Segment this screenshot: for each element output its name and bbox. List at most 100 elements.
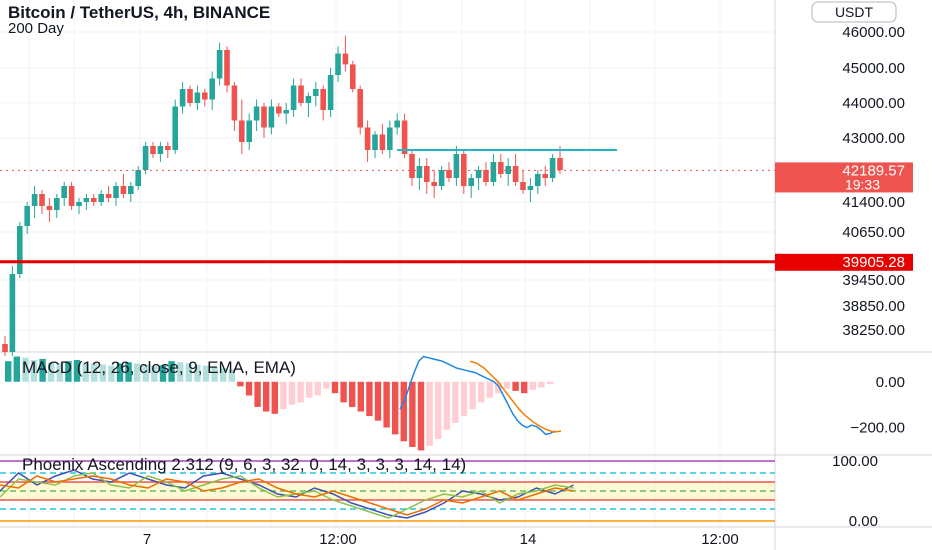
candle[interactable] [276, 103, 282, 117]
candle[interactable] [290, 78, 297, 118]
candle-body [246, 120, 252, 142]
candle[interactable] [372, 131, 378, 158]
candle[interactable] [179, 82, 186, 114]
price-axis-label: 38850.00 [842, 298, 905, 315]
candle[interactable] [54, 194, 60, 218]
candle[interactable] [498, 154, 504, 178]
candle[interactable] [194, 85, 201, 111]
candle[interactable] [46, 198, 53, 222]
candle[interactable] [387, 120, 393, 159]
macd-histogram-bar [495, 381, 502, 394]
candle[interactable] [446, 162, 452, 182]
candle[interactable] [409, 150, 415, 186]
candle-body [179, 89, 186, 107]
candle[interactable] [453, 146, 460, 186]
candle[interactable] [120, 174, 127, 198]
candle[interactable] [246, 113, 252, 151]
candle[interactable] [61, 182, 67, 206]
candle[interactable] [216, 42, 223, 86]
candle[interactable] [535, 170, 541, 194]
candle[interactable] [76, 198, 82, 214]
candle[interactable] [128, 182, 134, 202]
price-pane[interactable] [0, 35, 775, 356]
candle[interactable] [253, 99, 260, 132]
candle[interactable] [157, 142, 164, 162]
candle[interactable] [91, 194, 97, 206]
candle[interactable] [483, 162, 489, 186]
candle[interactable] [24, 202, 30, 234]
candle[interactable] [142, 142, 149, 174]
candle[interactable] [527, 178, 534, 202]
candle[interactable] [431, 170, 437, 198]
candle[interactable] [424, 158, 430, 194]
candle[interactable] [209, 71, 215, 111]
candle[interactable] [268, 99, 275, 135]
currency-badge[interactable]: USDT [811, 1, 897, 23]
candle[interactable] [542, 166, 548, 186]
macd-histogram-bar [357, 381, 364, 412]
macd-histogram-bar [521, 381, 528, 394]
candle[interactable] [202, 89, 208, 107]
macd-histogram-bar [116, 363, 124, 382]
candle[interactable] [364, 120, 371, 163]
candle[interactable] [17, 222, 23, 278]
candle[interactable] [512, 154, 519, 186]
candle[interactable] [98, 190, 104, 206]
candle[interactable] [187, 85, 193, 107]
candle[interactable] [231, 82, 238, 131]
candle[interactable] [379, 124, 386, 154]
candle[interactable] [113, 182, 119, 206]
candle[interactable] [31, 186, 38, 218]
last-price-tag[interactable] [775, 162, 913, 193]
candle[interactable] [335, 46, 341, 82]
macd-histogram-bar [108, 365, 115, 382]
candle[interactable] [549, 154, 556, 182]
candle[interactable] [68, 182, 75, 210]
candle-body [239, 120, 245, 142]
candle[interactable] [172, 99, 178, 155]
macd-histogram-bar [99, 364, 106, 382]
time-axis[interactable]: 7 12:00 14 12:00 [143, 531, 739, 548]
macd-histogram-bar [503, 381, 511, 389]
candle[interactable] [401, 113, 408, 159]
candle[interactable] [39, 190, 45, 214]
candle[interactable] [505, 158, 511, 186]
candle[interactable] [298, 78, 304, 107]
candle[interactable] [357, 85, 363, 135]
macd-histogram-bar [392, 381, 399, 435]
candle[interactable] [394, 113, 400, 135]
candle[interactable] [9, 266, 16, 356]
macd-histogram-bar [478, 381, 485, 403]
candle[interactable] [468, 174, 474, 198]
candle[interactable] [327, 68, 334, 117]
candle[interactable] [2, 336, 8, 356]
candle[interactable] [150, 142, 156, 158]
price-axis[interactable]: 46000.00 45000.00 44000.00 43000.00 41400.00… [775, 24, 913, 530]
support-price-tag[interactable] [775, 253, 913, 271]
macd-pane[interactable] [5, 355, 562, 451]
candle[interactable] [261, 103, 267, 138]
macd-histogram-bar [39, 358, 46, 382]
candle-body [172, 106, 178, 150]
candle[interactable] [320, 85, 326, 121]
candle[interactable] [105, 186, 112, 202]
candle[interactable] [313, 82, 319, 107]
candle[interactable] [475, 166, 482, 190]
candle[interactable] [165, 142, 171, 158]
candle[interactable] [283, 103, 289, 124]
candle[interactable] [239, 99, 245, 155]
oscillator-pane[interactable] [0, 460, 775, 522]
candle[interactable] [342, 35, 349, 72]
candle[interactable] [438, 166, 445, 190]
candle[interactable] [83, 194, 90, 210]
candle[interactable] [350, 60, 356, 93]
candle[interactable] [305, 92, 312, 118]
candle[interactable] [520, 170, 526, 194]
macd-histogram-bar [323, 381, 330, 389]
candle[interactable] [224, 46, 230, 93]
oscillator-axis-label: 100.00 [832, 453, 878, 470]
candle[interactable] [416, 158, 423, 190]
candle-body [512, 166, 519, 182]
